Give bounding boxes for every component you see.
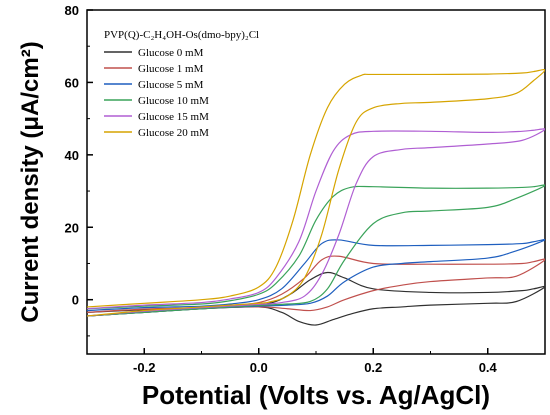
series-line-1	[87, 255, 545, 317]
legend-label: Glucose 15 mM	[138, 111, 209, 123]
series-line-2	[87, 238, 545, 317]
series-line-0	[87, 271, 545, 326]
legend-label: Glucose 0 mM	[138, 47, 204, 59]
series-line-5	[87, 69, 545, 317]
y-tick-label: 60	[65, 75, 79, 90]
y-tick-label: 0	[72, 293, 79, 308]
y-tick-label: 80	[65, 3, 79, 18]
legend-label: Glucose 5 mM	[138, 79, 204, 91]
legend-label: Glucose 20 mM	[138, 127, 209, 139]
x-tick-label: 0.0	[250, 360, 268, 375]
x-tick-label: 0.4	[479, 360, 498, 375]
y-axis-title: Current density (μA/cm²)	[17, 41, 44, 322]
y-tick-label: 40	[65, 148, 79, 163]
x-tick-label: 0.2	[364, 360, 382, 375]
legend-title: PVP(Q)-C₂H₄OH-Os(dmo-bpy)₂Cl	[104, 29, 259, 41]
series-line-3	[87, 184, 545, 317]
series-line-4	[87, 128, 545, 317]
legend-label: Glucose 10 mM	[138, 95, 209, 107]
legend-label: Glucose 1 mM	[138, 63, 204, 75]
x-tick-label: -0.2	[133, 360, 155, 375]
x-axis-title: Potential (Volts vs. Ag/AgCl)	[142, 380, 490, 410]
y-tick-label: 20	[65, 220, 79, 235]
